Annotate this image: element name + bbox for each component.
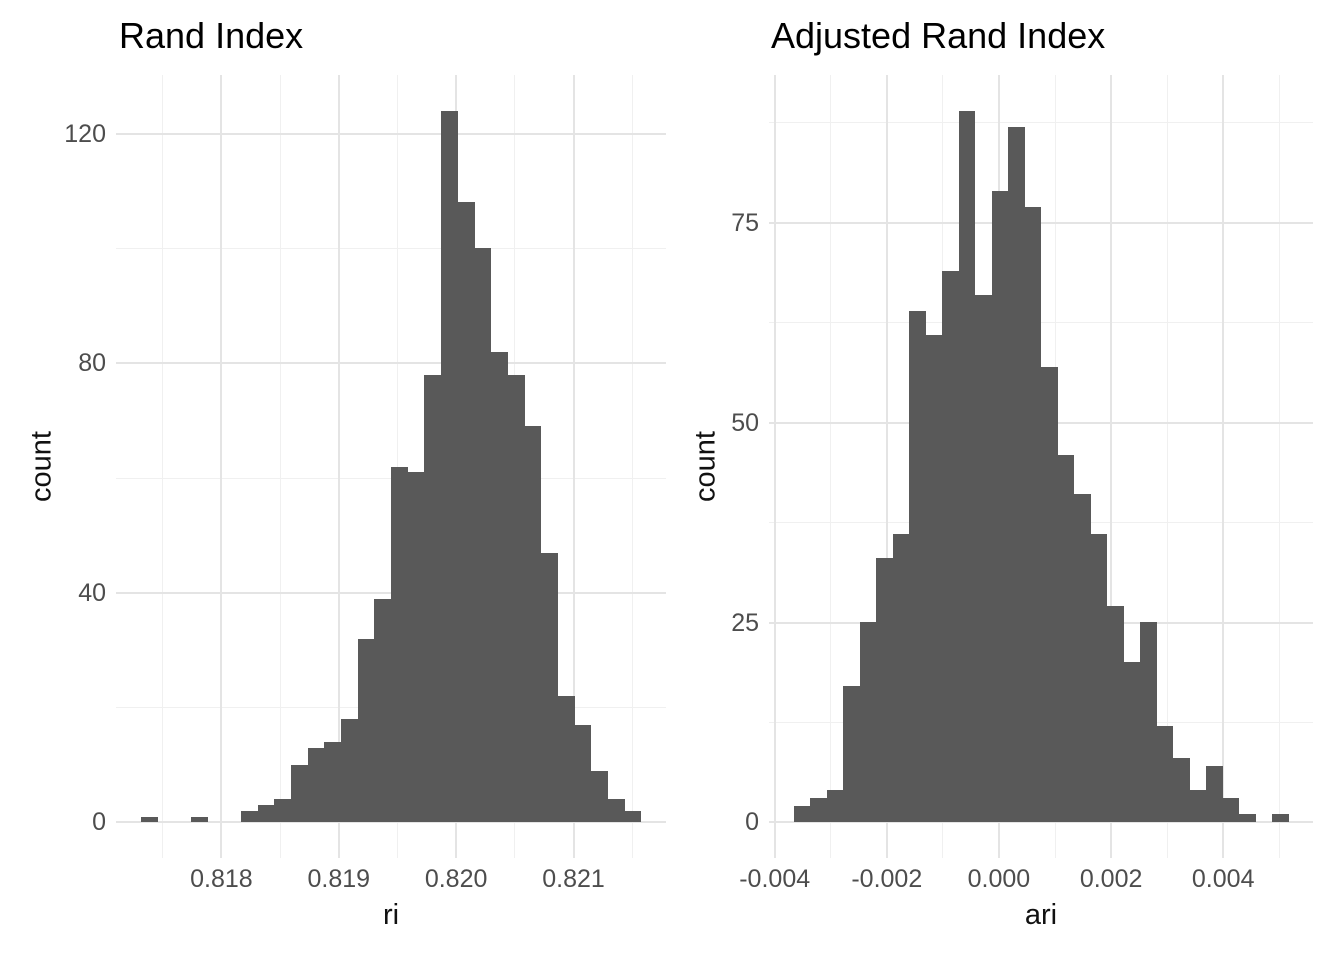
histogram-bar xyxy=(507,374,525,823)
histogram-bar xyxy=(1189,790,1207,823)
x-axis-title: ri xyxy=(382,899,400,931)
x-major-gridline xyxy=(773,75,776,858)
histogram-bar xyxy=(624,810,642,823)
histogram-bar xyxy=(1057,454,1075,823)
histogram-bar xyxy=(1222,798,1240,823)
histogram-bar xyxy=(1139,622,1157,823)
histogram-bar xyxy=(391,466,409,823)
x-tick-label: 0.819 xyxy=(307,865,371,893)
histogram-bar xyxy=(1106,606,1124,823)
y-major-gridline xyxy=(769,821,1313,824)
histogram-bar xyxy=(1024,206,1042,823)
histogram-bar xyxy=(557,696,575,823)
x-minor-gridline xyxy=(279,75,281,858)
x-minor-gridline xyxy=(631,75,633,858)
x-major-gridline xyxy=(1222,75,1225,858)
x-tick-label: -0.002 xyxy=(851,865,923,893)
y-tick-label: 80 xyxy=(78,349,106,378)
histogram-bar xyxy=(141,816,159,823)
histogram-bar xyxy=(810,798,828,823)
x-major-gridline xyxy=(220,75,223,858)
histogram-bar xyxy=(991,190,1009,823)
y-tick-label: 50 xyxy=(731,408,759,437)
histogram-bar xyxy=(1271,814,1289,823)
x-major-gridline xyxy=(572,75,575,858)
histogram-bar xyxy=(257,805,275,823)
histogram-bar xyxy=(541,552,559,823)
histogram-bar xyxy=(374,598,392,823)
histogram-bar xyxy=(826,790,844,823)
histogram-bar xyxy=(1205,766,1223,823)
y-major-gridline xyxy=(116,362,666,365)
histogram-bar xyxy=(1238,814,1256,823)
x-tick-label: -0.004 xyxy=(739,865,811,893)
histogram-bar xyxy=(441,110,459,823)
histogram-bar xyxy=(925,334,943,823)
y-axis-title: count xyxy=(689,430,722,502)
histogram-bar xyxy=(909,310,926,823)
x-minor-gridline xyxy=(1166,75,1168,858)
histogram-bar xyxy=(491,351,509,823)
x-minor-gridline xyxy=(162,75,164,858)
x-minor-gridline xyxy=(1278,75,1280,858)
histogram-bar xyxy=(607,799,625,823)
histogram-bar xyxy=(793,806,811,823)
histogram-bar xyxy=(457,202,475,823)
y-tick-label: 0 xyxy=(92,808,106,837)
histogram-bar xyxy=(191,816,209,823)
y-tick-label: 75 xyxy=(731,208,759,237)
plot-title: Rand Index xyxy=(119,15,304,56)
x-major-gridline xyxy=(1110,75,1113,858)
histogram-bar xyxy=(876,558,894,823)
histogram-bar xyxy=(942,270,959,823)
x-major-gridline xyxy=(337,75,340,858)
histogram-bar xyxy=(1041,366,1058,823)
x-tick-label: 0.004 xyxy=(1191,865,1255,893)
x-major-gridline xyxy=(885,75,888,858)
histogram-bar xyxy=(274,799,292,823)
histogram-bar xyxy=(1156,726,1174,823)
y-tick-label: 0 xyxy=(745,808,759,837)
histogram-bar xyxy=(843,686,861,823)
y-minor-gridline xyxy=(769,122,1313,124)
histogram-bar xyxy=(474,248,492,823)
histogram-bar xyxy=(1073,494,1091,823)
histogram-bar xyxy=(291,765,309,823)
histogram-bar xyxy=(975,294,992,823)
x-tick-label: 0.820 xyxy=(424,865,488,893)
histogram-bar xyxy=(307,747,325,823)
y-minor-gridline xyxy=(116,247,666,249)
histogram-bar xyxy=(591,770,609,823)
x-minor-gridline xyxy=(830,75,832,858)
histogram-bar xyxy=(1090,534,1108,823)
y-tick-label: 25 xyxy=(731,608,759,637)
histogram-bar xyxy=(1172,758,1190,823)
histogram-bar xyxy=(241,810,259,823)
y-major-gridline xyxy=(116,132,666,135)
x-tick-label: 0.000 xyxy=(967,865,1031,893)
histogram-bar xyxy=(407,472,425,823)
histogram-bar xyxy=(1123,662,1141,823)
histogram-bar xyxy=(574,724,592,823)
histogram-bar xyxy=(1008,126,1025,823)
histogram-bar xyxy=(341,719,359,823)
histogram-bar xyxy=(424,374,442,823)
y-tick-label: 120 xyxy=(64,119,106,148)
histogram-bar xyxy=(892,534,910,823)
histogram-bar xyxy=(357,638,375,823)
histogram-bar xyxy=(324,742,342,823)
histogram-bar xyxy=(958,110,976,823)
x-tick-label: 0.818 xyxy=(190,865,253,893)
y-tick-label: 40 xyxy=(78,578,106,607)
plot-title: Adjusted Rand Index xyxy=(771,15,1106,56)
x-axis-title: ari xyxy=(1024,899,1058,931)
histogram-bar xyxy=(524,426,542,823)
x-tick-label: 0.821 xyxy=(542,865,605,893)
histogram-bar xyxy=(859,622,877,823)
x-tick-label: 0.002 xyxy=(1079,865,1143,893)
